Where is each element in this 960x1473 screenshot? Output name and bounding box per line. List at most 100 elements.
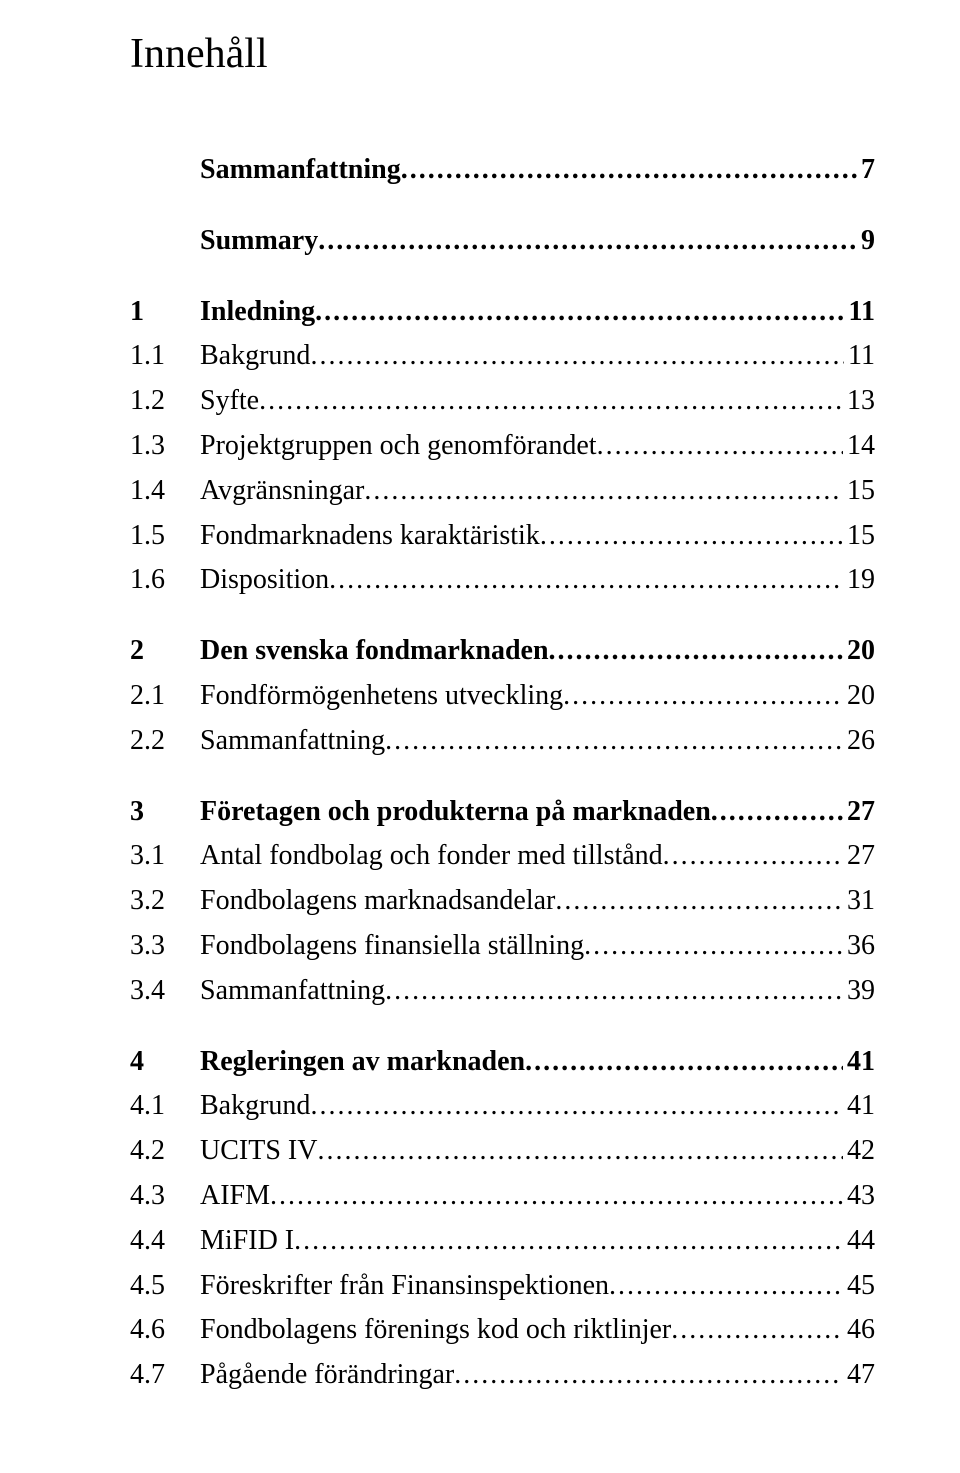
toc-entry-number: 1.1: [130, 334, 200, 379]
toc-entry-number: 4.1: [130, 1084, 200, 1129]
toc-entry-number: 4.4: [130, 1219, 200, 1264]
toc-entry: 3Företagen och produkterna på marknaden …: [130, 790, 875, 835]
toc-entry-number: 3.2: [130, 879, 200, 924]
toc-entry-page: 9: [857, 219, 875, 264]
toc-entry: 4.5Föreskrifter från Finansinspektionen …: [130, 1264, 875, 1309]
toc-entry-label: Antal fondbolag och fonder med tillstånd: [200, 834, 663, 879]
toc-entry-label: Summary: [200, 219, 318, 264]
toc-entry: 2.2Sammanfattning 26: [130, 719, 875, 764]
toc-entry: 4Regleringen av marknaden 41: [130, 1040, 875, 1085]
toc-entry-label: Avgränsningar: [200, 469, 364, 514]
toc-entry-page: 36: [843, 924, 875, 969]
toc-leader-dots: [540, 514, 843, 559]
toc-entry: 3.1Antal fondbolag och fonder med tillst…: [130, 834, 875, 879]
toc-entry-label: Sammanfattning: [200, 969, 385, 1014]
toc-entry: 4.2UCITS IV 42: [130, 1129, 875, 1174]
toc-entry-page: 42: [843, 1129, 875, 1174]
toc-entry-number: 4.5: [130, 1264, 200, 1309]
toc-leader-dots: [270, 1174, 843, 1219]
toc-leader-dots: [329, 558, 843, 603]
toc-entry-page: 14: [843, 424, 875, 469]
toc-leader-dots: [259, 379, 843, 424]
toc-entry-label: AIFM: [200, 1174, 270, 1219]
toc-entry-number: 1.3: [130, 424, 200, 469]
toc-entry-page: 11: [845, 290, 875, 335]
toc-entry-page: 26: [843, 719, 875, 764]
toc-entry-number: 1: [130, 290, 200, 335]
toc-entry-page: 44: [843, 1219, 875, 1264]
toc-entry-number: 2.1: [130, 674, 200, 719]
toc-entry-label: Bakgrund: [200, 334, 310, 379]
toc-entry-number: 4.2: [130, 1129, 200, 1174]
toc-entry-number: 2: [130, 629, 200, 674]
toc-entry: 2.1Fondförmögenhetens utveckling 20: [130, 674, 875, 719]
toc-entry-label: Fondbolagens finansiella ställning: [200, 924, 584, 969]
toc-leader-dots: [294, 1219, 843, 1264]
toc-leader-dots: [671, 1308, 843, 1353]
toc-entry: 1.3Projektgruppen och genomförandet 14: [130, 424, 875, 469]
toc-entry-label: Syfte: [200, 379, 259, 424]
toc-leader-dots: [584, 924, 843, 969]
toc-entry: Sammanfattning 7: [130, 148, 875, 193]
toc-entry-number: 4.7: [130, 1353, 200, 1398]
toc-entry-page: 20: [843, 629, 875, 674]
toc-entry-page: 39: [843, 969, 875, 1014]
toc-entry-label: Bakgrund: [200, 1084, 310, 1129]
toc-entry-page: 46: [843, 1308, 875, 1353]
toc-entry-label: Projektgruppen och genomförandet: [200, 424, 597, 469]
toc-entry-label: Sammanfattning: [200, 719, 385, 764]
toc-entry-number: 3.3: [130, 924, 200, 969]
toc-leader-dots: [563, 674, 843, 719]
toc-leader-dots: [318, 219, 857, 264]
toc-entry-label: Pågående förändringar: [200, 1353, 454, 1398]
toc-entry-number: 3.1: [130, 834, 200, 879]
toc-entry-label: Fondförmögenhetens utveckling: [200, 674, 563, 719]
toc-entry: 4.4MiFID I 44: [130, 1219, 875, 1264]
toc-leader-dots: [385, 969, 843, 1014]
toc-leader-dots: [597, 424, 843, 469]
toc-leader-dots: [454, 1353, 843, 1398]
toc-leader-dots: [315, 290, 844, 335]
page-title: Innehåll: [130, 30, 875, 78]
toc-leader-dots: [609, 1264, 843, 1309]
toc-entry-label: Den svenska fondmarknaden: [200, 629, 549, 674]
toc-entry-page: 11: [844, 334, 875, 379]
toc-entry-page: 41: [843, 1040, 875, 1085]
toc-leader-dots: [549, 629, 843, 674]
toc-leader-dots: [385, 719, 843, 764]
toc-leader-dots: [663, 834, 843, 879]
toc-entry-label: Fondbolagens förenings kod och riktlinje…: [200, 1308, 671, 1353]
toc-entry: 1.1Bakgrund 11: [130, 334, 875, 379]
toc-entry-label: Fondmarknadens karaktäristik: [200, 514, 540, 559]
toc-entry-label: Regleringen av marknaden: [200, 1040, 525, 1085]
toc-entry-label: Fondbolagens marknadsandelar: [200, 879, 555, 924]
toc-entry: 1.6Disposition 19: [130, 558, 875, 603]
toc-entry: 4.6Fondbolagens förenings kod och riktli…: [130, 1308, 875, 1353]
toc-leader-dots: [401, 148, 857, 193]
toc-entry-number: 2.2: [130, 719, 200, 764]
toc-leader-dots: [525, 1040, 843, 1085]
toc-entry-label: Företagen och produkterna på marknaden: [200, 790, 711, 835]
toc-leader-dots: [555, 879, 843, 924]
toc-entry: 4.3AIFM 43: [130, 1174, 875, 1219]
toc-entry-number: 3.4: [130, 969, 200, 1014]
toc-leader-dots: [711, 790, 843, 835]
toc-leader-dots: [317, 1129, 843, 1174]
toc-entry: 3.4Sammanfattning 39: [130, 969, 875, 1014]
toc-entry-number: 4: [130, 1040, 200, 1085]
toc-entry: 3.2Fondbolagens marknadsandelar 31: [130, 879, 875, 924]
toc-entry-label: Föreskrifter från Finansinspektionen: [200, 1264, 609, 1309]
toc-entry-number: 1.4: [130, 469, 200, 514]
toc-entry-page: 31: [843, 879, 875, 924]
toc-entry-page: 47: [843, 1353, 875, 1398]
toc-entry: Summary 9: [130, 219, 875, 264]
toc-entry-number: 4.6: [130, 1308, 200, 1353]
toc-entry-page: 43: [843, 1174, 875, 1219]
toc-entry: 1.5Fondmarknadens karaktäristik 15: [130, 514, 875, 559]
toc-entry: 1.4Avgränsningar 15: [130, 469, 875, 514]
toc-entry-page: 13: [843, 379, 875, 424]
toc-entry: 4.7Pågående förändringar 47: [130, 1353, 875, 1398]
toc-entry-number: 1.2: [130, 379, 200, 424]
toc-entry-page: 45: [843, 1264, 875, 1309]
toc-leader-dots: [310, 334, 844, 379]
